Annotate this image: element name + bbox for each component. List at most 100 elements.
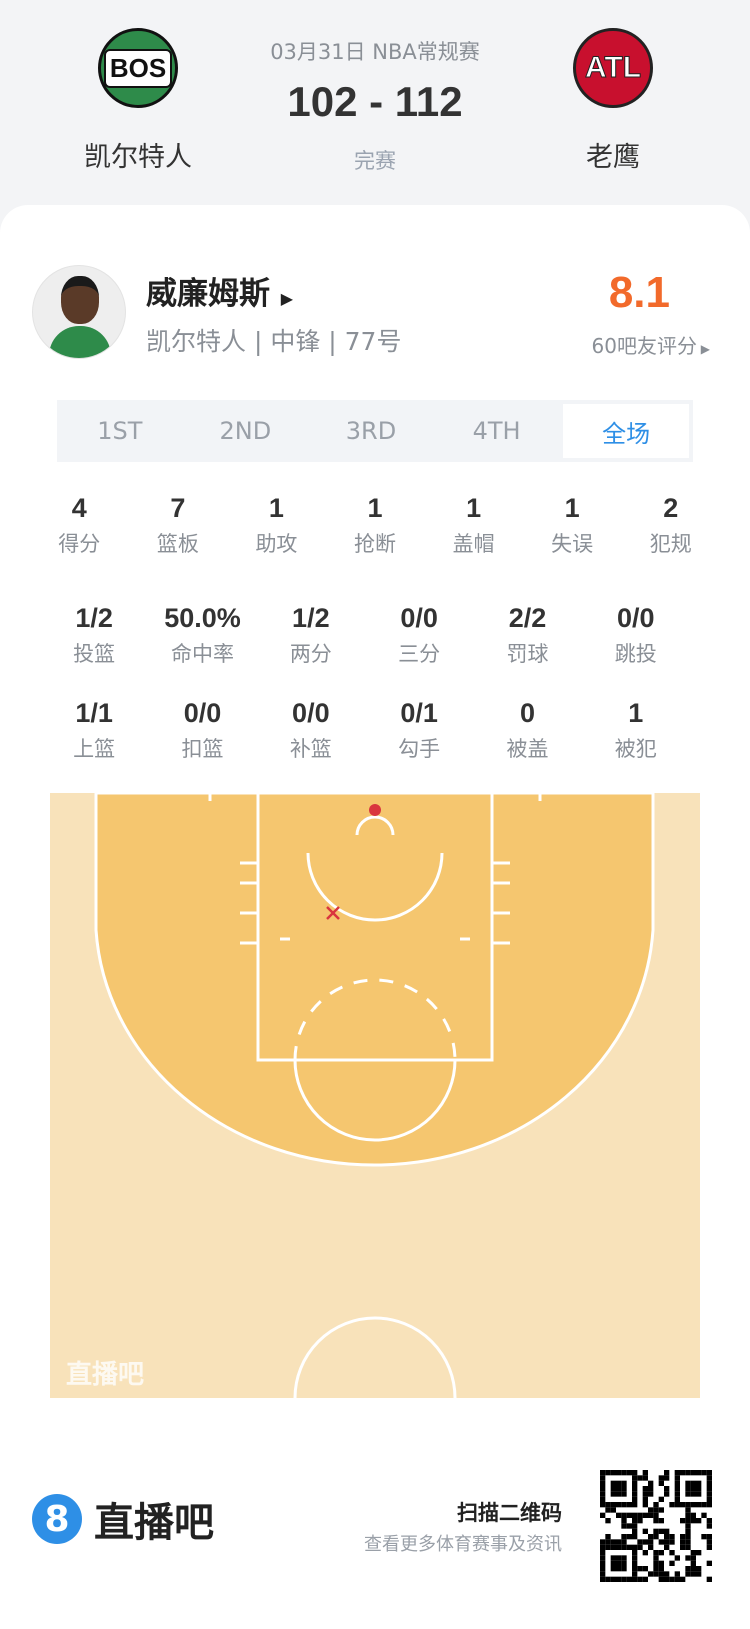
stat-label: 被盖 xyxy=(506,737,549,761)
scan-qr-text: 扫描二维码 xyxy=(457,1501,562,1525)
match-status: 完赛 xyxy=(354,149,396,173)
center-circle xyxy=(293,1316,457,1398)
qr-code[interactable] xyxy=(600,1470,712,1582)
brand-logo: 8 直播吧 xyxy=(32,1490,214,1548)
restricted-area xyxy=(306,852,444,922)
stat-label: 助攻 xyxy=(255,532,298,556)
stat-4: 0 被盖 xyxy=(473,698,581,763)
stat-2: 0/0 补篮 xyxy=(257,698,365,763)
stat-0: 1/1 上篮 xyxy=(40,698,148,763)
stat-4: 1 盖帽 xyxy=(424,493,523,558)
stats-row-shooting: 1/2 投篮 50.0% 命中率 1/2 两分 0/0 三分 2/2 罚球 0/0 跳投 xyxy=(40,603,690,668)
stat-1: 50.0% 命中率 xyxy=(148,603,256,668)
qr-subtitle: 查看更多体育赛事及资讯 xyxy=(364,1534,562,1555)
player-avatar[interactable] xyxy=(32,265,126,359)
period-tabs: 1ST 2ND 3RD 4TH 全场 xyxy=(57,400,693,462)
stat-3: 0/1 勾手 xyxy=(365,698,473,763)
stat-label: 投篮 xyxy=(73,642,116,666)
stat-0: 1/2 投篮 xyxy=(40,603,148,668)
stat-value: 1 xyxy=(268,493,284,523)
stat-value: 0/0 xyxy=(183,698,222,728)
stat-5: 1 失误 xyxy=(523,493,622,558)
home-team-name[interactable]: 凯尔特人 xyxy=(84,142,192,173)
stat-label: 跳投 xyxy=(614,642,657,666)
brand-8-icon: 8 xyxy=(32,1494,82,1544)
stat-value: 0/0 xyxy=(400,603,438,633)
stat-value: 0/1 xyxy=(400,698,438,728)
atl-logo[interactable]: ATL xyxy=(573,28,653,108)
stat-5: 1 被犯 xyxy=(582,698,690,763)
player-info: 凯尔特人 | 中锋 | 77号 xyxy=(146,327,402,356)
stat-value: 0/0 xyxy=(617,603,655,633)
stat-1: 0/0 扣篮 xyxy=(148,698,256,763)
shot-chart-court: 直播吧 xyxy=(50,793,700,1398)
match-date-league: 03月31日 NBA常规赛 xyxy=(270,40,480,64)
match-header: BOS 凯尔特人 ATL 老鹰 03月31日 NBA常规赛 102 - 112 … xyxy=(0,0,750,205)
bos-logo[interactable]: BOS xyxy=(98,28,178,108)
stat-1: 7 篮板 xyxy=(129,493,228,558)
tab-full-game[interactable]: 全场 xyxy=(563,404,689,458)
stat-label: 补篮 xyxy=(289,737,332,761)
away-team-name[interactable]: 老鹰 xyxy=(586,142,640,173)
stat-3: 1 抢断 xyxy=(326,493,425,558)
stat-label: 被犯 xyxy=(614,737,657,761)
free-throw-circle-bottom xyxy=(293,1059,457,1142)
stats-row-shot-types: 1/1 上篮 0/0 扣篮 0/0 补篮 0/1 勾手 0 被盖 1 被犯 xyxy=(40,698,690,763)
tab-4th[interactable]: 4TH xyxy=(472,417,521,445)
stat-label: 勾手 xyxy=(398,737,441,761)
free-throw-circle-top xyxy=(293,978,457,1061)
stat-value: 1/2 xyxy=(292,603,330,633)
stat-value: 2/2 xyxy=(508,603,547,633)
stat-value: 1 xyxy=(466,493,482,523)
stat-value: 0/0 xyxy=(292,698,330,728)
caret-right-icon: ▶ xyxy=(696,342,710,356)
stat-6: 2 犯规 xyxy=(621,493,720,558)
stat-label: 两分 xyxy=(289,642,332,666)
stats-row-basic: 4 得分 7 篮板 1 助攻 1 抢断 1 盖帽 1 失误 2 犯规 xyxy=(30,493,720,558)
stat-label: 上篮 xyxy=(73,737,116,761)
tab-1st[interactable]: 1ST xyxy=(97,417,143,445)
stat-2: 1/2 两分 xyxy=(257,603,365,668)
stat-value: 1/1 xyxy=(75,698,113,728)
tab-3rd[interactable]: 3RD xyxy=(345,417,397,445)
player-name: 威廉姆斯 xyxy=(146,276,270,312)
court-watermark: 直播吧 xyxy=(66,1360,144,1390)
stat-2: 1 助攻 xyxy=(227,493,326,558)
brand-name: 直播吧 xyxy=(94,1500,214,1546)
stat-3: 0/0 三分 xyxy=(365,603,473,668)
stat-value: 1 xyxy=(564,493,580,523)
stat-0: 4 得分 xyxy=(30,493,129,558)
three-point-area xyxy=(94,793,655,1167)
stat-value: 50.0% xyxy=(164,603,241,633)
stat-value: 0 xyxy=(519,698,535,728)
player-rating: 8.1 xyxy=(608,268,670,317)
stat-value: 1 xyxy=(367,493,383,523)
stat-value: 1/2 xyxy=(75,603,113,633)
stat-label: 得分 xyxy=(58,532,101,556)
stat-label: 犯规 xyxy=(649,532,692,556)
rating-label: 60吧友评分 xyxy=(591,334,697,358)
player-name-link[interactable]: 威廉姆斯 ▶ xyxy=(146,268,293,313)
stat-value: 2 xyxy=(663,493,679,523)
rating-link[interactable]: 60吧友评分 ▶ xyxy=(540,330,711,359)
stat-value: 4 xyxy=(71,493,87,523)
hoop xyxy=(355,815,395,836)
shot-missed-marker xyxy=(326,906,340,920)
tab-2nd[interactable]: 2ND xyxy=(219,417,272,445)
shot-made-marker xyxy=(369,804,381,816)
stat-5: 0/0 跳投 xyxy=(582,603,690,668)
stat-label: 失误 xyxy=(551,532,594,556)
stat-label: 扣篮 xyxy=(181,737,224,761)
stat-label: 命中率 xyxy=(170,642,234,666)
stat-value: 7 xyxy=(170,493,186,523)
stat-label: 罚球 xyxy=(506,642,549,666)
stat-label: 抢断 xyxy=(354,532,397,556)
caret-right-icon: ▶ xyxy=(280,289,294,308)
stat-label: 盖帽 xyxy=(452,532,495,556)
match-score: 102 - 112 xyxy=(287,78,463,125)
stat-value: 1 xyxy=(628,698,644,728)
stat-label: 篮板 xyxy=(156,532,199,556)
stat-4: 2/2 罚球 xyxy=(473,603,581,668)
stat-label: 三分 xyxy=(398,642,441,666)
paint xyxy=(256,793,494,1062)
